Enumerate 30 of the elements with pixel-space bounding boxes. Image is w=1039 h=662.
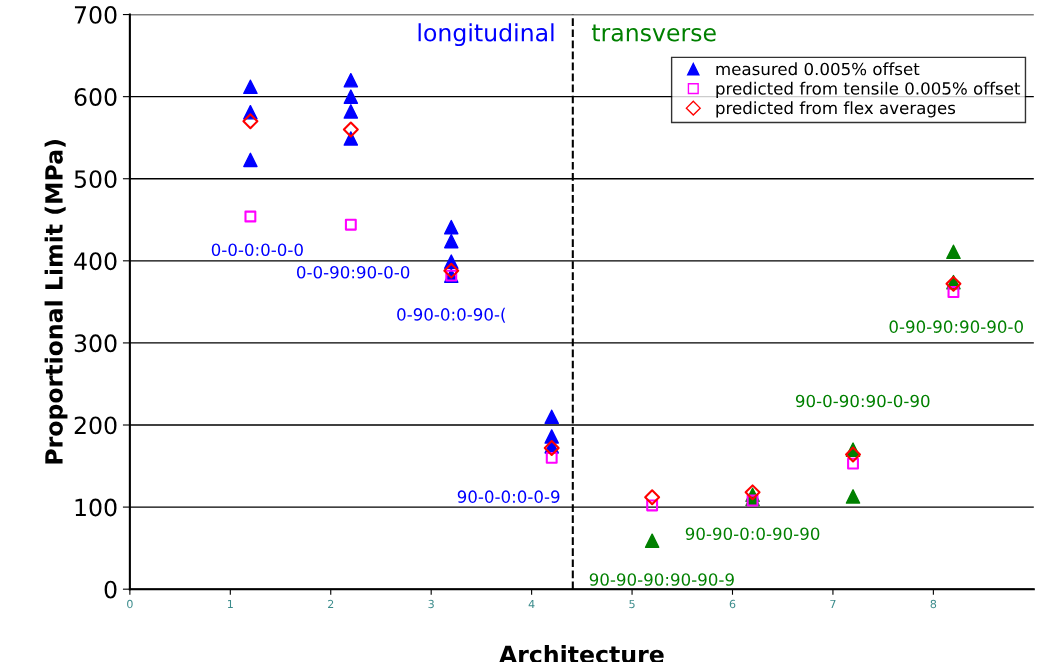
y-tick-label: 200: [74, 416, 117, 435]
x-tick-label: 5: [629, 599, 635, 609]
legend-label: predicted from flex averages: [716, 101, 956, 118]
y-tick-label: 100: [75, 498, 117, 517]
legend-label: measured 0.005% offset: [716, 62, 920, 76]
y-tick-label: 600: [74, 88, 117, 106]
y-tick-label: 300: [74, 334, 117, 353]
annotation: transverse: [591, 24, 716, 42]
x-tick-label: 0: [127, 599, 133, 609]
x-tick-label: 6: [729, 599, 736, 609]
annotation: 90-0-90:90-0-90: [795, 394, 930, 408]
x-tick-label: 7: [830, 599, 836, 609]
annotation: 0-90-90:90-90-0: [889, 320, 1023, 333]
x-tick-label: 4: [528, 599, 535, 609]
annotation: 90-90-0:0-90-90: [685, 527, 820, 541]
annotation: 0-0-90:90-0-0: [296, 265, 410, 279]
annotation: 90-90-90:90-90-9: [589, 573, 734, 586]
annotation: 0-0-0:0-0-0: [211, 243, 303, 257]
annotation: 0-90-0:0-90-(: [397, 307, 506, 323]
y-tick-label: 500: [74, 170, 117, 189]
annotation: 90-0-0:0-0-9: [457, 490, 560, 503]
annotation: longitudinal: [418, 23, 554, 47]
y-axis-title: Proportional Limit (MPa): [44, 140, 68, 464]
legend-label: predicted from tensile 0.005% offset: [716, 81, 1021, 98]
x-tick-label: 3: [428, 599, 434, 609]
y-tick-label: 400: [74, 252, 117, 271]
x-tick-label: 1: [228, 599, 233, 609]
x-tick-label: 8: [930, 599, 937, 609]
x-tick-label: 2: [328, 599, 334, 609]
y-tick-label: 700: [74, 6, 117, 24]
